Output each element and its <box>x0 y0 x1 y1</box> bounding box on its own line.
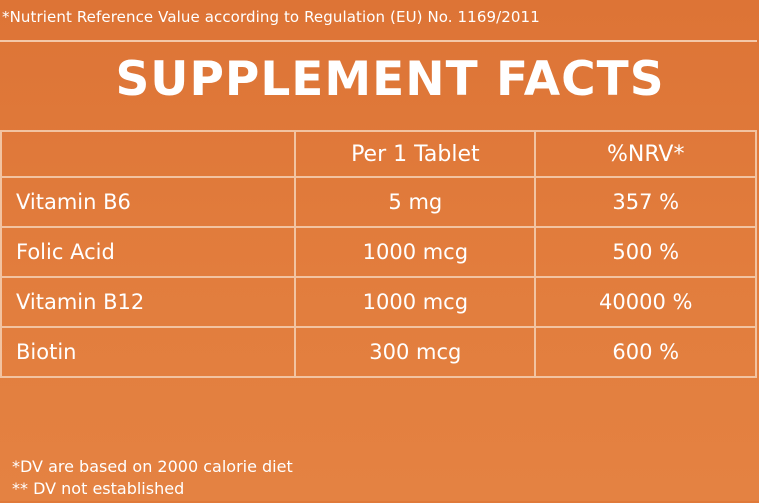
nutrient-table: Per 1 Tablet %NRV* Vitamin B6 5 mg 357 %… <box>0 130 757 378</box>
nutrient-name: Biotin <box>0 326 297 378</box>
nrv-reference-note: *Nutrient Reference Value according to R… <box>2 8 540 26</box>
table-row: Vitamin B6 5 mg 357 % <box>0 176 757 228</box>
header-nrv: %NRV* <box>534 130 757 178</box>
nutrient-name: Vitamin B12 <box>0 276 297 328</box>
table-row: Vitamin B12 1000 mcg 40000 % <box>0 276 757 328</box>
nutrient-nrv: 500 % <box>534 226 757 278</box>
panel-title: SUPPLEMENT FACTS <box>115 52 665 107</box>
header-per-tablet: Per 1 Tablet <box>294 130 537 178</box>
nutrient-nrv: 40000 % <box>534 276 757 328</box>
nutrient-amount: 300 mcg <box>294 326 537 378</box>
footnote-dv-not-established: ** DV not established <box>12 479 185 498</box>
header-nutrient <box>0 130 297 178</box>
nutrient-amount: 5 mg <box>294 176 537 228</box>
footnotes: *DV are based on 2000 calorie diet ** DV… <box>12 456 293 500</box>
nutrient-nrv: 600 % <box>534 326 757 378</box>
table-row: Biotin 300 mcg 600 % <box>0 326 757 378</box>
table-row: Folic Acid 1000 mcg 500 % <box>0 226 757 278</box>
nutrient-amount: 1000 mcg <box>294 276 537 328</box>
footnote-dv-basis: *DV are based on 2000 calorie diet <box>12 457 293 476</box>
nutrient-amount: 1000 mcg <box>294 226 537 278</box>
nutrient-name: Folic Acid <box>0 226 297 278</box>
nutrient-name: Vitamin B6 <box>0 176 297 228</box>
panel-frame <box>0 40 757 503</box>
table-header-row: Per 1 Tablet %NRV* <box>0 130 757 178</box>
nutrient-nrv: 357 % <box>534 176 757 228</box>
